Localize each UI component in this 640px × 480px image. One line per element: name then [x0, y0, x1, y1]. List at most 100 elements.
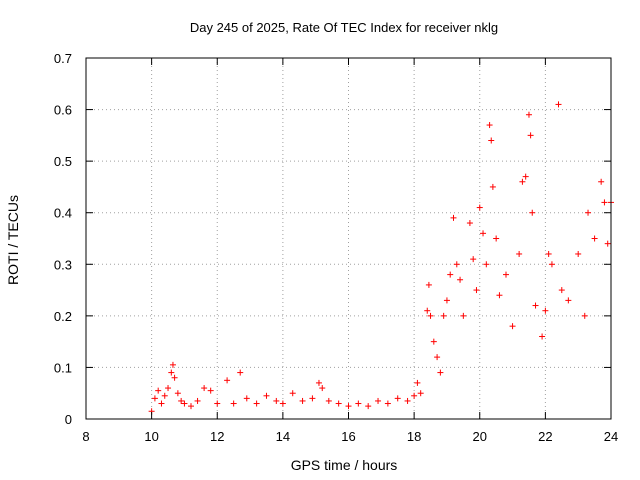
data-point [194, 397, 201, 404]
data-point [473, 287, 480, 294]
data-point [480, 230, 487, 237]
data-point [483, 261, 490, 268]
data-point [545, 250, 552, 257]
data-point [365, 403, 372, 410]
data-point [253, 400, 260, 407]
data-point [424, 307, 431, 314]
data-point [443, 297, 450, 304]
data-point [519, 178, 526, 185]
data-point [591, 235, 598, 242]
data-point [230, 400, 237, 407]
data-point [417, 390, 424, 397]
data-point [585, 209, 592, 216]
data-point [384, 400, 391, 407]
data-point [503, 271, 509, 278]
data-point [529, 209, 536, 216]
chart-title: Day 245 of 2025, Rate Of TEC Index for r… [190, 20, 498, 35]
data-point [575, 250, 582, 257]
x-tick-label: 22 [538, 429, 552, 444]
data-point [488, 137, 495, 144]
data-point [437, 369, 444, 376]
data-point [476, 204, 483, 211]
data-point [434, 354, 441, 361]
data-point [309, 395, 316, 402]
y-tick-label: 0.3 [54, 257, 72, 272]
y-tick-label: 0.2 [54, 309, 72, 324]
data-point [155, 387, 162, 394]
data-point [181, 400, 188, 407]
data-point [427, 312, 434, 319]
data-point [404, 397, 411, 404]
x-tick-label: 8 [82, 429, 89, 444]
data-point [279, 400, 286, 407]
data-point [466, 220, 473, 227]
data-point [174, 390, 181, 397]
data-point [375, 397, 382, 404]
data-point [522, 173, 529, 180]
y-tick-labels: 0 0.1 0.2 0.3 0.4 0.5 0.6 0.7 [54, 51, 72, 427]
data-point [151, 395, 158, 402]
y-tick-label: 0.4 [54, 206, 72, 221]
y-axis-label: ROTI / TECUs [5, 195, 21, 285]
x-tick-label: 14 [276, 429, 290, 444]
data-point [493, 235, 500, 242]
y-tick-label: 0.7 [54, 51, 72, 66]
x-tick-label: 24 [604, 429, 618, 444]
data-point [263, 392, 270, 399]
x-tick-label: 12 [210, 429, 224, 444]
data-point [496, 292, 503, 299]
x-tick-label: 18 [407, 429, 421, 444]
data-point [601, 199, 608, 206]
y-tick-label: 0 [65, 412, 72, 427]
data-point [273, 397, 280, 404]
data-point [539, 333, 546, 340]
x-tick-label: 20 [473, 429, 487, 444]
data-point [525, 111, 532, 118]
data-point [581, 312, 588, 319]
data-point [516, 250, 523, 257]
x-tick-labels: 8 10 12 14 16 18 20 22 24 [82, 429, 618, 444]
data-point [161, 392, 168, 399]
data-point [532, 302, 539, 309]
data-point [224, 377, 231, 384]
data-point [457, 276, 464, 283]
data-point [165, 385, 172, 392]
y-tick-label: 0.6 [54, 103, 72, 118]
data-point [565, 297, 572, 304]
data-point [214, 400, 221, 407]
data-point [411, 392, 418, 399]
data-point [527, 132, 534, 139]
data-point [243, 395, 250, 402]
data-point [207, 387, 214, 394]
x-tick-label: 10 [144, 429, 158, 444]
data-point [555, 101, 562, 108]
data-point [542, 307, 549, 314]
data-point [188, 403, 194, 410]
data-point [558, 287, 565, 294]
data-point [237, 369, 244, 376]
data-point [548, 261, 555, 268]
data-point [158, 400, 165, 407]
data-point [289, 390, 296, 397]
data-point [460, 312, 467, 319]
data-point [319, 385, 326, 392]
data-point [604, 240, 611, 247]
data-point [440, 312, 447, 319]
data-point [355, 400, 362, 407]
axis-ticks [85, 57, 612, 420]
data-point [414, 379, 421, 386]
data-points [148, 101, 614, 415]
grid-lines [86, 58, 611, 419]
data-point [430, 338, 437, 345]
data-point [489, 183, 496, 190]
data-point [447, 271, 454, 278]
data-point [394, 395, 401, 402]
data-point [201, 385, 208, 392]
y-tick-label: 0.1 [54, 360, 72, 375]
data-point [315, 379, 322, 386]
data-point [345, 403, 352, 410]
data-point [450, 214, 457, 221]
data-point [178, 397, 185, 404]
x-tick-label: 16 [341, 429, 355, 444]
